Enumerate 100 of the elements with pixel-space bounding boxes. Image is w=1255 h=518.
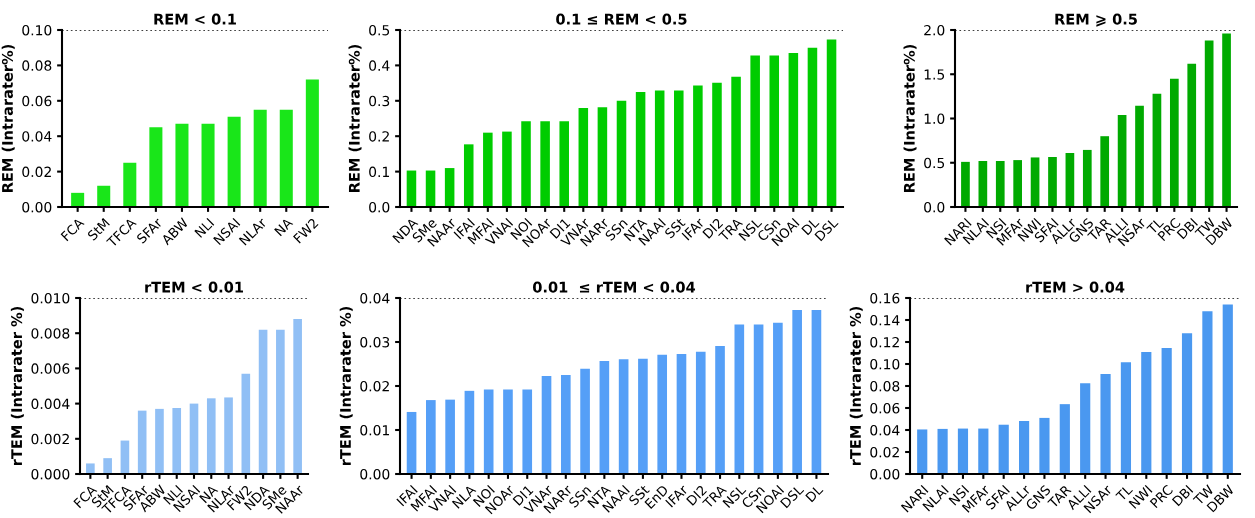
- y-tick-label: 0.00: [870, 468, 900, 480]
- bar: [1181, 333, 1193, 474]
- bar: [1080, 383, 1091, 474]
- bar: [792, 309, 802, 474]
- bar: [1059, 404, 1070, 474]
- y-tick-label: 0.04: [22, 131, 52, 142]
- bar: [1120, 362, 1132, 474]
- bar: [734, 324, 745, 474]
- bar: [406, 170, 417, 207]
- bar: [654, 90, 665, 207]
- bar: [258, 329, 268, 474]
- y-tick-label: 0.04: [360, 292, 390, 304]
- bar: [599, 360, 610, 474]
- bar: [1030, 157, 1040, 207]
- y-tick-label: 0.004: [31, 398, 70, 410]
- bar: [695, 351, 706, 474]
- y-tick-label: 0.002: [31, 433, 69, 445]
- bar: [811, 309, 822, 474]
- y-axis-title: rTEM (Intrarater %): [849, 306, 863, 466]
- y-axis-title: REM (Intrarater%): [1, 44, 15, 192]
- y-tick-label: 0.00: [360, 468, 390, 480]
- bar: [503, 389, 513, 474]
- y-tick-label: 0.02: [870, 446, 899, 458]
- bar: [1100, 136, 1110, 207]
- bar: [957, 428, 969, 474]
- bar: [961, 161, 970, 207]
- y-tick-label: 0.3: [369, 95, 390, 107]
- bar: [206, 398, 216, 474]
- bar: [521, 121, 531, 207]
- y-tick-label: 0.1: [369, 166, 389, 178]
- y-tick-label: 0.12: [870, 336, 899, 348]
- y-tick-label: 0.04: [870, 424, 900, 436]
- bar: [189, 403, 199, 474]
- y-axis-title: REM (Intrarater%): [903, 44, 917, 192]
- x-tick-label: DBI: [1171, 484, 1194, 507]
- y-tick-label: 0.06: [870, 402, 900, 414]
- bar: [674, 90, 684, 207]
- bar: [172, 408, 182, 474]
- bar: [137, 410, 147, 474]
- bar: [71, 192, 85, 207]
- bar: [123, 162, 137, 207]
- bar: [559, 121, 569, 207]
- bar: [426, 400, 436, 474]
- y-tick-label: 0.0: [369, 201, 390, 213]
- bar: [483, 132, 493, 207]
- bar: [1018, 420, 1030, 474]
- y-axis-title: rTEM (Intrarater %): [10, 306, 24, 466]
- x-tick-label: NA: [274, 217, 294, 237]
- bar: [502, 131, 512, 207]
- chart-title: rTEM < 0.01: [145, 281, 243, 293]
- bar: [750, 55, 760, 207]
- bar: [676, 353, 687, 474]
- chart-title: REM < 0.1: [154, 13, 236, 25]
- bar: [1222, 304, 1233, 474]
- y-tick-label: 1.0: [924, 113, 945, 124]
- bar: [522, 389, 533, 474]
- y-tick-label: 0.10: [870, 358, 900, 370]
- bar: [998, 424, 1009, 474]
- bar: [1161, 348, 1172, 474]
- y-tick-label: 0.10: [22, 24, 52, 36]
- bar: [712, 82, 722, 207]
- chart-title: rTEM > 0.04: [1026, 281, 1125, 293]
- bar: [1100, 373, 1111, 474]
- bar: [463, 144, 474, 207]
- y-tick-label: 0.02: [360, 380, 389, 392]
- bar: [103, 458, 112, 474]
- bar: [293, 319, 302, 474]
- bar: [540, 121, 550, 207]
- bar: [155, 408, 164, 474]
- y-axis-title: REM (Intrarater%): [348, 44, 362, 192]
- bar: [1048, 157, 1057, 207]
- bar: [635, 91, 646, 207]
- y-tick-label: 0.14: [870, 314, 900, 326]
- y-tick-label: 0.01: [360, 424, 389, 436]
- bar: [616, 100, 627, 207]
- y-tick-label: 0.5: [924, 157, 945, 169]
- y-tick-label: 0.08: [22, 60, 52, 71]
- bar: [1082, 149, 1092, 207]
- bar: [86, 463, 95, 474]
- bar: [253, 109, 267, 207]
- bar: [753, 324, 764, 474]
- bar: [773, 322, 783, 474]
- bar: [807, 47, 818, 207]
- y-tick-label: 0.006: [31, 363, 70, 374]
- bar: [731, 76, 741, 207]
- bar: [444, 168, 455, 207]
- bar: [149, 127, 163, 207]
- bar: [445, 399, 455, 474]
- bar: [638, 358, 648, 474]
- x-tick-label: DL: [805, 484, 824, 503]
- bar: [1222, 33, 1231, 207]
- bar: [201, 123, 215, 207]
- bar: [224, 397, 233, 474]
- bar: [917, 429, 928, 474]
- bar: [978, 428, 989, 474]
- bar: [1187, 63, 1197, 207]
- bar: [1204, 40, 1214, 207]
- bar: [97, 185, 111, 207]
- y-tick-label: 0.03: [360, 336, 390, 348]
- bar: [279, 109, 293, 207]
